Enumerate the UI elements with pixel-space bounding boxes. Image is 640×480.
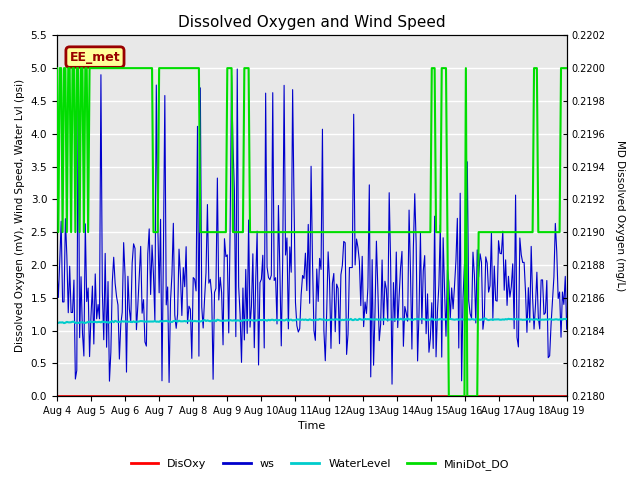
Text: EE_met: EE_met <box>70 50 120 63</box>
Y-axis label: MD Dissolved Oxygen (mg/L): MD Dissolved Oxygen (mg/L) <box>615 140 625 291</box>
Y-axis label: Dissolved Oxygen (mV), Wind Speed, Water Lvl (psi): Dissolved Oxygen (mV), Wind Speed, Water… <box>15 79 25 352</box>
Title: Dissolved Oxygen and Wind Speed: Dissolved Oxygen and Wind Speed <box>178 15 445 30</box>
Legend: DisOxy, ws, WaterLevel, MiniDot_DO: DisOxy, ws, WaterLevel, MiniDot_DO <box>126 455 514 474</box>
X-axis label: Time: Time <box>298 421 325 432</box>
